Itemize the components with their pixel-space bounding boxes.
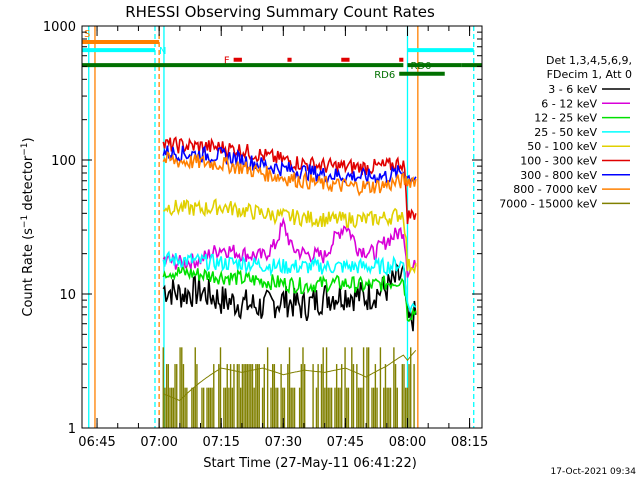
series-line-6: [162, 136, 417, 225]
footer-timestamp: 17-Oct-2021 09:34: [551, 467, 637, 477]
series-line-2: [162, 216, 417, 278]
x-axis-title: Start Time (27-May-11 06:41:22): [203, 456, 417, 471]
flag-label-s: S: [84, 29, 90, 40]
legend-label-1: 3 - 6 keV: [548, 83, 597, 96]
flag-label-rd6: RD6: [374, 70, 395, 81]
series-line-3: [162, 263, 417, 323]
legend-label-5: 50 - 100 keV: [527, 140, 597, 153]
y-tick-label-3: 100: [51, 154, 76, 169]
flag-bars: S N F RD0 RD6: [82, 29, 482, 81]
legend-label-2: 6 - 12 keV: [541, 97, 597, 110]
series-line-8: [162, 150, 417, 197]
legend-label-3: 12 - 25 keV: [534, 112, 597, 125]
x-tick-label-7: 08:15: [451, 435, 488, 450]
y-axis-title: Count Rate (s−1 detector−1): [20, 137, 36, 316]
legend-label-8: 800 - 7000 keV: [513, 183, 597, 196]
series-group: [162, 136, 417, 428]
x-axis: 06:45 07:00 07:15 07:30 07:45 08:00 08:15: [78, 26, 488, 450]
series-line-5: [163, 198, 417, 275]
x-tick-label-5: 07:45: [327, 435, 364, 450]
y-tick-label-2: 10: [59, 288, 76, 303]
series-line-4: [162, 250, 417, 314]
flag-label-rd0: RD0: [410, 61, 431, 72]
plot-frame: [81, 25, 483, 429]
x-tick-label-6: 08:00: [389, 435, 426, 450]
legend-header-2: FDecim 1, Att 0: [547, 68, 632, 81]
x-tick-label-4: 07:30: [265, 435, 302, 450]
legend-label-6: 100 - 300 keV: [520, 155, 597, 168]
legend: Det 1,3,4,5,6,9,FDecim 1, Att 0 3 - 6 keV…: [499, 54, 632, 210]
flag-label-f: F: [224, 56, 230, 67]
chart-title: RHESSI Observing Summary Count Rates: [125, 3, 435, 21]
flag-label-n: N: [159, 46, 166, 57]
x-tick-label-3: 07:15: [202, 435, 239, 450]
x-tick-label-1: 06:45: [78, 435, 115, 450]
y-axis: 1 10 100 1000: [43, 20, 482, 437]
legend-label-7: 300 - 800 keV: [520, 169, 597, 182]
series-line-1: [162, 262, 417, 332]
x-tick-label-2: 07:00: [140, 435, 177, 450]
legend-header-1: Det 1,3,4,5,6,9,: [546, 54, 632, 67]
legend-label-9: 7000 - 15000 keV: [499, 197, 597, 210]
y-tick-label-4: 1000: [43, 20, 76, 35]
legend-label-4: 25 - 50 keV: [534, 126, 597, 139]
series-line-7: [162, 145, 417, 186]
y-tick-label-1: 1: [68, 422, 76, 437]
